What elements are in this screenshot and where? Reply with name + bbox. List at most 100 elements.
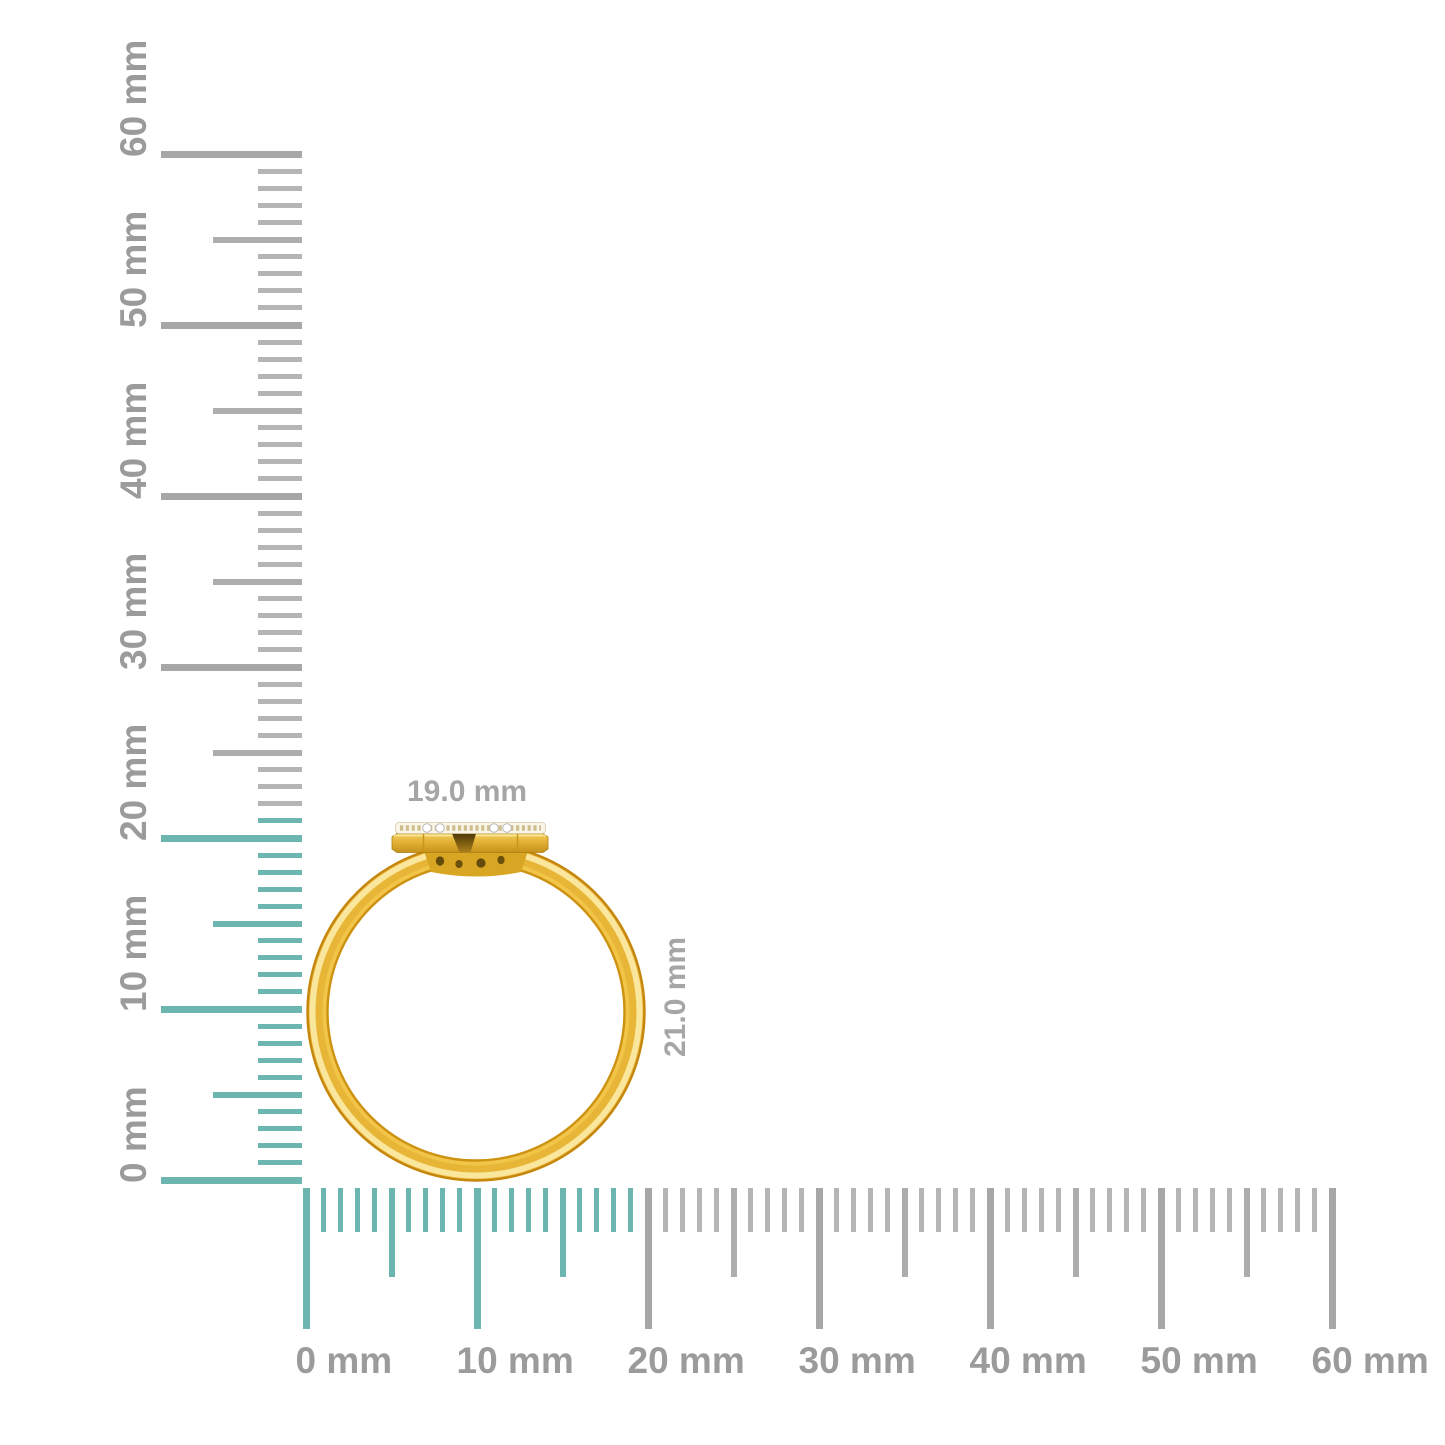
horizontal-tick-0mm bbox=[302, 1188, 310, 1329]
horizontal-tick-33mm bbox=[867, 1188, 873, 1232]
ring-gallery bbox=[424, 851, 528, 877]
vertical-tick-51mm bbox=[258, 305, 302, 311]
vertical-ruler-label-20mm: 20 mm bbox=[113, 723, 154, 841]
horizontal-ruler-label-50mm: 50 mm bbox=[1140, 1340, 1258, 1381]
horizontal-tick-25mm bbox=[730, 1188, 737, 1277]
vertical-tick-0mm bbox=[161, 1176, 302, 1184]
vertical-tick-7mm bbox=[258, 1057, 302, 1063]
horizontal-tick-3mm bbox=[354, 1188, 360, 1232]
vertical-tick-52mm bbox=[258, 288, 302, 294]
vertical-tick-48mm bbox=[258, 356, 302, 362]
vertical-tick-29mm bbox=[258, 681, 302, 687]
vertical-tick-18mm bbox=[258, 869, 302, 875]
horizontal-tick-2mm bbox=[337, 1188, 343, 1232]
ring-width-label: 19.0 mm bbox=[407, 775, 528, 808]
vertical-tick-16mm bbox=[258, 903, 302, 909]
horizontal-tick-44mm bbox=[1055, 1188, 1061, 1232]
vertical-tick-45mm bbox=[213, 407, 302, 414]
vertical-tick-14mm bbox=[258, 938, 302, 944]
vertical-tick-22mm bbox=[258, 801, 302, 807]
vertical-tick-37mm bbox=[258, 544, 302, 550]
horizontal-tick-39mm bbox=[970, 1188, 976, 1232]
horizontal-tick-36mm bbox=[919, 1188, 925, 1232]
horizontal-tick-6mm bbox=[406, 1188, 412, 1232]
horizontal-tick-15mm bbox=[559, 1188, 566, 1277]
horizontal-tick-27mm bbox=[765, 1188, 771, 1232]
horizontal-tick-10mm bbox=[473, 1188, 481, 1329]
horizontal-tick-59mm bbox=[1312, 1188, 1318, 1232]
vertical-tick-30mm bbox=[161, 663, 302, 671]
vertical-tick-11mm bbox=[258, 989, 302, 995]
vertical-tick-32mm bbox=[258, 630, 302, 636]
vertical-tick-2mm bbox=[258, 1143, 302, 1149]
horizontal-tick-19mm bbox=[628, 1188, 634, 1232]
horizontal-tick-28mm bbox=[782, 1188, 788, 1232]
vertical-tick-35mm bbox=[213, 578, 302, 585]
vertical-tick-53mm bbox=[258, 271, 302, 277]
horizontal-tick-57mm bbox=[1278, 1188, 1284, 1232]
horizontal-tick-22mm bbox=[679, 1188, 685, 1232]
vertical-tick-49mm bbox=[258, 339, 302, 345]
vertical-tick-57mm bbox=[258, 202, 302, 208]
horizontal-tick-16mm bbox=[577, 1188, 583, 1232]
horizontal-tick-12mm bbox=[508, 1188, 514, 1232]
horizontal-tick-7mm bbox=[423, 1188, 429, 1232]
vertical-tick-42mm bbox=[258, 459, 302, 465]
vertical-ruler-label-0mm: 0 mm bbox=[113, 1086, 154, 1183]
vertical-tick-25mm bbox=[213, 749, 302, 756]
horizontal-tick-53mm bbox=[1209, 1188, 1215, 1232]
horizontal-tick-26mm bbox=[748, 1188, 754, 1232]
vertical-tick-38mm bbox=[258, 527, 302, 533]
vertical-tick-17mm bbox=[258, 886, 302, 892]
vertical-tick-44mm bbox=[258, 425, 302, 431]
ring-height-label: 21.0 mm bbox=[659, 936, 692, 1057]
horizontal-tick-9mm bbox=[457, 1188, 463, 1232]
vertical-tick-5mm bbox=[213, 1091, 302, 1098]
horizontal-tick-49mm bbox=[1141, 1188, 1147, 1232]
vertical-tick-4mm bbox=[258, 1109, 302, 1115]
horizontal-tick-47mm bbox=[1107, 1188, 1113, 1232]
horizontal-tick-4mm bbox=[371, 1188, 377, 1232]
vertical-ruler-label-40mm: 40 mm bbox=[113, 381, 154, 499]
vertical-tick-56mm bbox=[258, 219, 302, 225]
horizontal-tick-32mm bbox=[850, 1188, 856, 1232]
vertical-tick-58mm bbox=[258, 185, 302, 191]
horizontal-ruler-label-10mm: 10 mm bbox=[456, 1340, 574, 1381]
horizontal-tick-13mm bbox=[525, 1188, 531, 1232]
vertical-tick-60mm bbox=[161, 150, 302, 158]
vertical-tick-23mm bbox=[258, 784, 302, 790]
horizontal-tick-55mm bbox=[1243, 1188, 1250, 1277]
vertical-tick-8mm bbox=[258, 1040, 302, 1046]
vertical-tick-55mm bbox=[213, 236, 302, 243]
horizontal-tick-1mm bbox=[320, 1188, 326, 1232]
vertical-ruler-label-50mm: 50 mm bbox=[113, 210, 154, 328]
horizontal-tick-31mm bbox=[833, 1188, 839, 1232]
horizontal-tick-37mm bbox=[936, 1188, 942, 1232]
horizontal-tick-14mm bbox=[542, 1188, 548, 1232]
horizontal-tick-60mm bbox=[1328, 1188, 1336, 1329]
horizontal-tick-11mm bbox=[491, 1188, 497, 1232]
horizontal-ruler-label-40mm: 40 mm bbox=[969, 1340, 1087, 1381]
vertical-tick-21mm bbox=[258, 818, 302, 824]
vertical-tick-31mm bbox=[258, 647, 302, 653]
vertical-tick-26mm bbox=[258, 732, 302, 738]
vertical-ruler-label-60mm: 60 mm bbox=[113, 39, 154, 157]
horizontal-tick-58mm bbox=[1295, 1188, 1301, 1232]
horizontal-tick-20mm bbox=[644, 1188, 652, 1329]
vertical-tick-28mm bbox=[258, 698, 302, 704]
diamond-strip bbox=[395, 822, 546, 834]
vertical-tick-47mm bbox=[258, 373, 302, 379]
horizontal-tick-29mm bbox=[799, 1188, 805, 1232]
vertical-tick-54mm bbox=[258, 254, 302, 260]
vertical-tick-27mm bbox=[258, 715, 302, 721]
horizontal-tick-8mm bbox=[440, 1188, 446, 1232]
horizontal-tick-52mm bbox=[1192, 1188, 1198, 1232]
vertical-ruler-label-10mm: 10 mm bbox=[113, 894, 154, 1012]
vertical-tick-33mm bbox=[258, 613, 302, 619]
vertical-tick-9mm bbox=[258, 1023, 302, 1029]
vertical-tick-50mm bbox=[161, 321, 302, 329]
vertical-tick-59mm bbox=[258, 168, 302, 174]
horizontal-tick-17mm bbox=[594, 1188, 600, 1232]
vertical-tick-41mm bbox=[258, 476, 302, 482]
horizontal-tick-40mm bbox=[986, 1188, 994, 1329]
